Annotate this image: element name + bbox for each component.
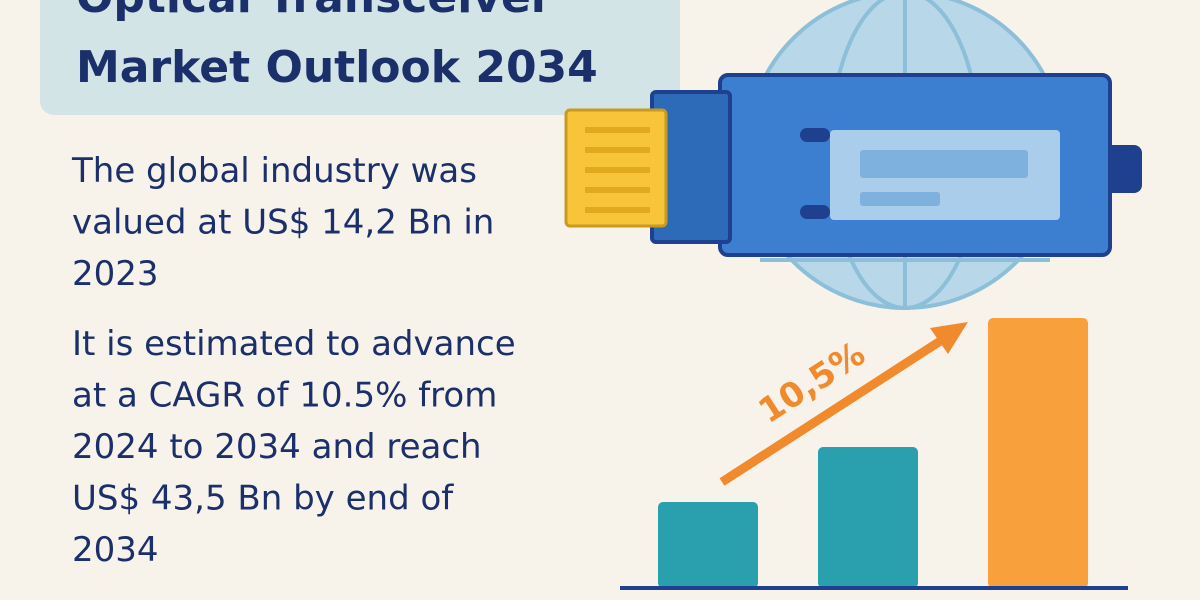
title-box [40, 0, 680, 115]
paragraph-line: 2023 [72, 254, 159, 294]
paragraph-line: 2034 [72, 530, 159, 570]
paragraph-line: US$ 43,5 Bn by end of [72, 479, 454, 519]
paragraph-line: at a CAGR of 10.5% from [72, 376, 497, 416]
paragraph-line: The global industry was [71, 151, 477, 191]
text-block: The global industry was valued at US$ 14,… [71, 151, 516, 570]
title-line: Optical Transceiver [76, 0, 553, 23]
paragraph-line: It is estimated to advance [72, 324, 516, 364]
paragraph-line: valued at US$ 14,2 Bn in [72, 203, 494, 243]
transceiver [564, 73, 1142, 257]
bar-illustration [620, 318, 1128, 590]
paragraph-line: 2024 to 2034 and reach [72, 427, 482, 467]
title-line: Market Outlook 2034 [76, 42, 598, 93]
